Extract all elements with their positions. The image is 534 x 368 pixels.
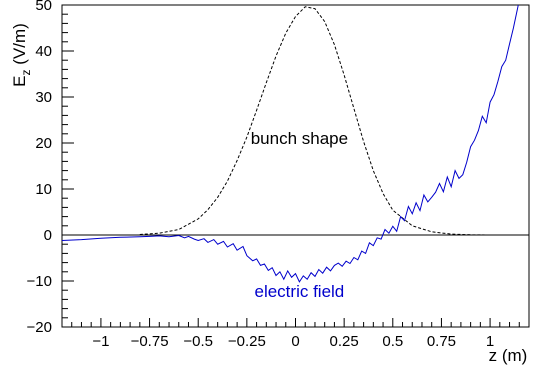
y-tick-label: −20: [27, 319, 52, 336]
x-tick-label: 0: [291, 333, 299, 350]
x-tick-label: −1: [92, 333, 109, 350]
series-layer: [62, 5, 519, 283]
x-tick-label: 0.75: [427, 333, 456, 350]
y-axis-title-base: E: [10, 75, 29, 86]
x-tick-label: 0.5: [382, 333, 403, 350]
y-tick-label: 20: [35, 135, 52, 152]
x-tick-label: −0.25: [228, 333, 266, 350]
y-axis-title-subscript: z: [19, 69, 33, 75]
annotation-layer: bunch shape electric field: [251, 129, 348, 301]
x-tick-label: 0.25: [330, 333, 359, 350]
y-tick-label: 50: [35, 0, 52, 14]
x-tick-label: −0.75: [131, 333, 169, 350]
y-axis-title: Ez (V/m): [10, 23, 33, 87]
x-axis-ticks: −1 −0.75 −0.5 −0.25 0 0.25 0.5 0.75 1: [61, 318, 530, 350]
series-line-electric-field: [62, 5, 519, 283]
series-line-bunch-shape: [139, 6, 491, 236]
annotation-bunch-shape: bunch shape: [251, 129, 348, 148]
plot-frame: [61, 4, 530, 328]
y-tick-label: 10: [35, 181, 52, 198]
x-tick-label: −0.5: [183, 333, 213, 350]
y-tick-label: −10: [27, 273, 52, 290]
x-tick-label: 1: [486, 333, 494, 350]
y-axis-ticks: −20 −10 0 10 20 30 40 50: [27, 0, 74, 336]
annotation-electric-field: electric field: [255, 282, 345, 301]
y-tick-label: 30: [35, 89, 52, 106]
y-tick-label: 0: [44, 227, 52, 244]
y-axis-title-unit: (V/m): [10, 23, 29, 69]
y-tick-label: 40: [35, 43, 52, 60]
x-axis-title: z (m): [489, 346, 528, 365]
